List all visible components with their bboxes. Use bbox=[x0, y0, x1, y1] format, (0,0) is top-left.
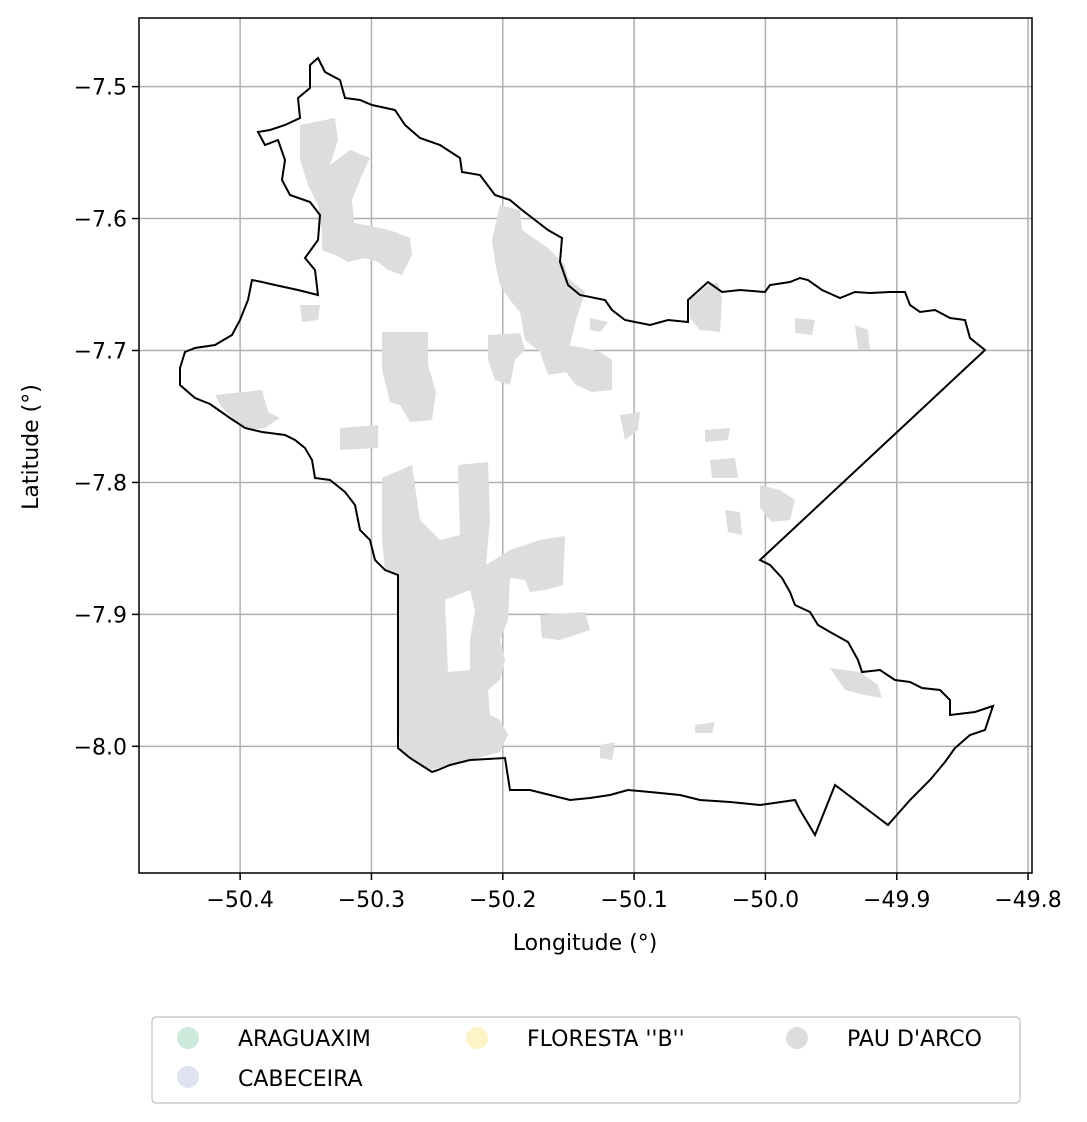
parcel-southeast bbox=[830, 668, 882, 698]
parcel-east-small bbox=[760, 485, 795, 522]
x-tick-label: −50.0 bbox=[732, 888, 799, 913]
parcel-scatter-4 bbox=[590, 318, 608, 332]
pau-darco-parcels bbox=[215, 118, 882, 770]
legend-item-cabeceira: CABECEIRA bbox=[177, 1066, 363, 1092]
legend-label: ARAGUAXIM bbox=[238, 1027, 371, 1052]
legend-label: FLORESTA ''B'' bbox=[527, 1027, 685, 1052]
parcel-scatter-7 bbox=[855, 325, 870, 350]
y-tick-label: −7.7 bbox=[74, 340, 127, 365]
x-tick-label: −50.4 bbox=[206, 888, 273, 913]
parcel-scatter-8 bbox=[300, 305, 320, 322]
parcel-center-a bbox=[488, 333, 525, 385]
legend-marker-icon bbox=[466, 1027, 488, 1049]
y-tick-label: −7.6 bbox=[74, 208, 127, 233]
legend-item-araguaxim: ARAGUAXIM bbox=[177, 1027, 371, 1052]
y-axis-ticks: −7.5 −7.6 −7.7 −7.8 −7.9 −8.0 bbox=[74, 76, 139, 760]
parcel-scatter-9 bbox=[725, 510, 742, 535]
legend: ARAGUAXIM CABECEIRA FLORESTA ''B'' PAU D… bbox=[151, 1016, 1021, 1104]
x-tick-label: −50.2 bbox=[469, 888, 536, 913]
municipality-boundary bbox=[179, 56, 995, 838]
parcel-scatter-6 bbox=[705, 428, 730, 442]
parcel-upper-right-strip bbox=[492, 205, 585, 372]
x-tick-label: −50.3 bbox=[338, 888, 405, 913]
x-axis-ticks: −50.4 −50.3 −50.2 −50.1 −50.0 −49.9 −49.8 bbox=[206, 873, 1062, 913]
parcel-scatter-11 bbox=[695, 722, 715, 733]
legend-item-pau-darco: PAU D'ARCO bbox=[786, 1027, 982, 1052]
legend-label: CABECEIRA bbox=[238, 1067, 363, 1092]
parcel-scatter-3 bbox=[795, 318, 815, 335]
legend-marker-icon bbox=[786, 1027, 808, 1049]
x-tick-label: −50.1 bbox=[600, 888, 667, 913]
parcel-northeast bbox=[690, 282, 722, 332]
parcel-center-b bbox=[540, 345, 612, 392]
x-tick-label: −49.8 bbox=[994, 888, 1061, 913]
legend-label: PAU D'ARCO bbox=[847, 1027, 982, 1052]
x-axis-label: Longitude (°) bbox=[513, 931, 658, 956]
legend-marker-icon bbox=[177, 1027, 199, 1049]
parcel-scatter-5 bbox=[620, 412, 640, 440]
parcel-scatter-2 bbox=[540, 612, 590, 640]
parcel-north-strip bbox=[322, 222, 412, 275]
y-tick-label: −7.5 bbox=[74, 76, 127, 101]
parcel-southwest-inner bbox=[445, 590, 475, 672]
y-axis-label: Latitude (°) bbox=[19, 384, 44, 510]
parcel-west-a bbox=[215, 390, 280, 430]
grid-lines bbox=[139, 18, 1032, 873]
plot-frame bbox=[138, 17, 1033, 874]
parcel-center-left bbox=[382, 332, 436, 422]
legend-item-floresta-b: FLORESTA ''B'' bbox=[466, 1027, 685, 1052]
x-tick-label: −49.9 bbox=[863, 888, 930, 913]
parcel-scatter-10 bbox=[600, 742, 615, 760]
parcel-north-cluster bbox=[300, 118, 370, 240]
parcel-scatter-1 bbox=[710, 458, 738, 478]
legend-marker-icon bbox=[177, 1066, 199, 1088]
y-tick-label: −7.9 bbox=[74, 603, 127, 628]
y-tick-label: −8.0 bbox=[74, 735, 127, 760]
parcel-west-b bbox=[340, 425, 378, 450]
y-tick-label: −7.8 bbox=[74, 471, 127, 496]
